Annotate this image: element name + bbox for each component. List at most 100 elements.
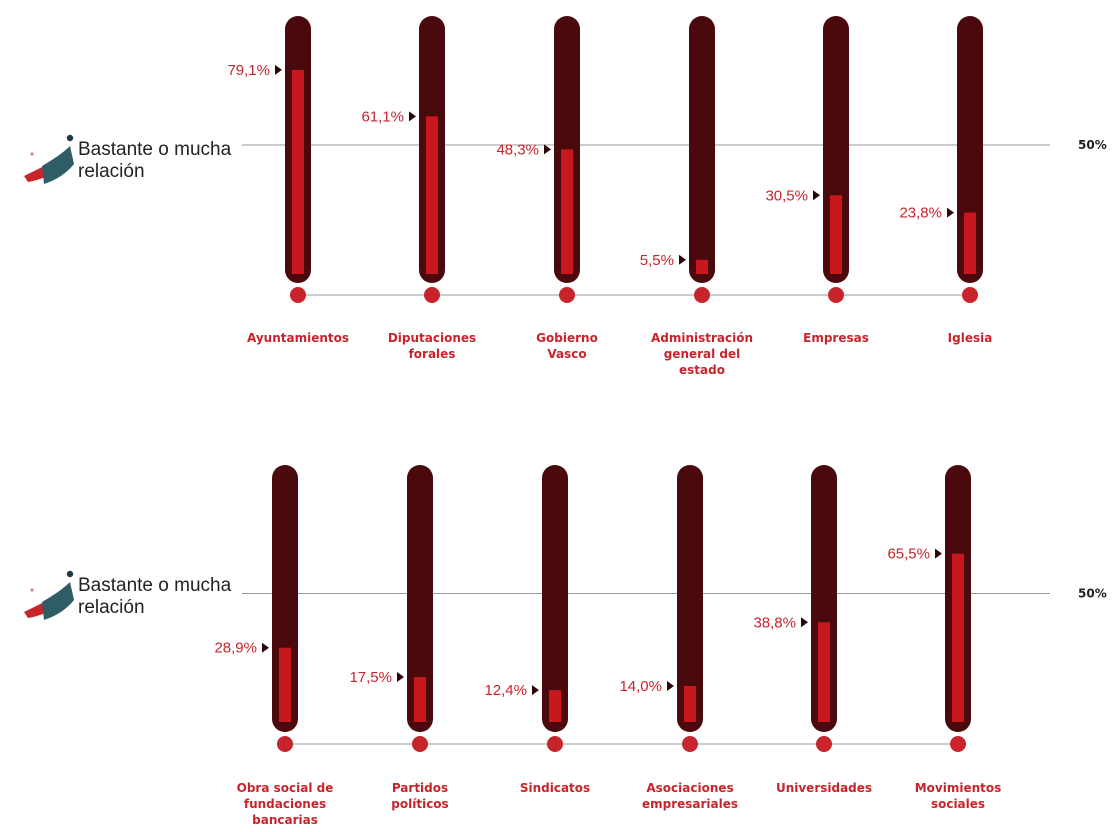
- bar-tube: [677, 465, 703, 732]
- value-label: 12,4%: [484, 682, 527, 699]
- legend-label: Bastante o mucha relación: [78, 575, 232, 618]
- category-label-line: Universidades: [776, 781, 872, 795]
- bar-tube: [542, 465, 568, 732]
- category-label-line: Administración: [651, 331, 753, 345]
- bar-fill: [696, 259, 708, 274]
- bar-fill: [952, 553, 964, 722]
- legend-line: relación: [78, 597, 145, 618]
- category-label-line: sociales: [931, 797, 985, 811]
- value-arrow: [935, 548, 942, 559]
- value-arrow: [397, 672, 404, 683]
- bar-fill: [830, 195, 842, 274]
- bar-4: 5,5% Administración general del estado: [640, 16, 753, 377]
- logo-dot: [66, 570, 74, 578]
- bar-fill: [292, 69, 304, 274]
- value-label: 79,1%: [227, 62, 270, 79]
- category-label-line: bancarias: [252, 813, 318, 827]
- logo-dot: [66, 134, 74, 142]
- category-label-line: general del: [664, 347, 741, 361]
- bar-bulb: [682, 736, 698, 752]
- value-label: 30,5%: [765, 187, 808, 204]
- bar-tube: [272, 465, 298, 732]
- value-arrow: [275, 64, 282, 75]
- bar-6: 65,5% Movimientos sociales: [887, 465, 1001, 811]
- category-label-line: empresariales: [642, 797, 738, 811]
- logo-spark: [30, 152, 34, 156]
- bar-tube: [689, 16, 715, 283]
- category-label: Administración general del estado: [651, 331, 753, 377]
- category-label: Ayuntamientos: [247, 331, 349, 345]
- reference-line-label: 50%: [1078, 587, 1107, 601]
- category-label: Obra social de fundaciones bancarias: [237, 781, 334, 827]
- value-arrow: [801, 617, 808, 628]
- category-label-line: Iglesia: [948, 331, 993, 345]
- category-label-line: Diputaciones: [388, 331, 476, 345]
- bar-bulb: [424, 287, 440, 303]
- bar-fill: [279, 647, 291, 722]
- category-label: Movimientos sociales: [915, 781, 1002, 811]
- legend-line: Bastante o mucha: [78, 575, 232, 596]
- value-arrow: [813, 190, 820, 201]
- bar-4: 14,0% Asociaciones empresariales: [619, 465, 738, 811]
- logo-spark: [30, 588, 34, 592]
- bar-1: 28,9% Obra social de fundaciones bancarias: [214, 465, 333, 827]
- category-label-line: Vasco: [547, 347, 586, 361]
- bar-bulb: [412, 736, 428, 752]
- value-arrow: [532, 685, 539, 696]
- chart-panel-1: 50% Bastante o mucha relación 79,1% Ayuntami…: [24, 16, 1107, 377]
- bar-bulb: [559, 287, 575, 303]
- bar-bulb: [290, 287, 306, 303]
- bar-tube: [823, 16, 849, 283]
- bar-1: 79,1% Ayuntamientos: [227, 16, 349, 345]
- legend-line: relación: [78, 161, 145, 182]
- logo-teal-stroke: [42, 146, 74, 184]
- value-arrow: [544, 144, 551, 155]
- category-label: Diputaciones forales: [388, 331, 476, 361]
- bar-tube: [407, 465, 433, 732]
- category-label: Asociaciones empresariales: [642, 781, 738, 811]
- category-label-line: Empresas: [803, 331, 869, 345]
- bar-bulb: [547, 736, 563, 752]
- value-label: 14,0%: [619, 678, 662, 695]
- category-label: Gobierno Vasco: [536, 331, 598, 361]
- bar-5: 38,8% Universidades: [753, 465, 872, 795]
- bar-fill: [818, 622, 830, 722]
- category-label-line: Partidos: [392, 781, 448, 795]
- category-label: Partidos políticos: [391, 781, 448, 811]
- bar-bulb: [816, 736, 832, 752]
- category-label-line: políticos: [391, 797, 448, 811]
- category-label-line: estado: [679, 363, 725, 377]
- bar-tube: [811, 465, 837, 732]
- bar-tube: [957, 16, 983, 283]
- legend-label: Bastante o mucha relación: [78, 139, 232, 182]
- value-label: 61,1%: [361, 108, 404, 125]
- category-label-line: Gobierno: [536, 331, 598, 345]
- bar-3: 12,4% Sindicatos: [484, 465, 590, 795]
- category-label: Empresas: [803, 331, 869, 345]
- category-label-line: Sindicatos: [520, 781, 590, 795]
- bar-5: 30,5% Empresas: [765, 16, 869, 345]
- bar-bulb: [828, 287, 844, 303]
- bar-fill: [561, 149, 573, 274]
- bar-fill: [964, 212, 976, 274]
- category-label: Iglesia: [948, 331, 993, 345]
- logo-teal-stroke: [42, 582, 74, 620]
- value-arrow: [947, 207, 954, 218]
- category-label: Sindicatos: [520, 781, 590, 795]
- bar-fill: [549, 690, 561, 722]
- value-label: 38,8%: [753, 614, 796, 631]
- value-label: 5,5%: [640, 252, 674, 269]
- bar-bulb: [277, 736, 293, 752]
- value-label: 48,3%: [496, 141, 539, 158]
- bar-bulb: [950, 736, 966, 752]
- legend-line: Bastante o mucha: [78, 139, 232, 160]
- value-label: 28,9%: [214, 640, 257, 657]
- category-label-line: forales: [409, 347, 456, 361]
- bar-2: 61,1% Diputaciones forales: [361, 16, 476, 361]
- category-label-line: Asociaciones: [646, 781, 733, 795]
- bar-bulb: [962, 287, 978, 303]
- value-label: 65,5%: [887, 546, 930, 563]
- bar-2: 17,5% Partidos políticos: [349, 465, 449, 811]
- bar-bulb: [694, 287, 710, 303]
